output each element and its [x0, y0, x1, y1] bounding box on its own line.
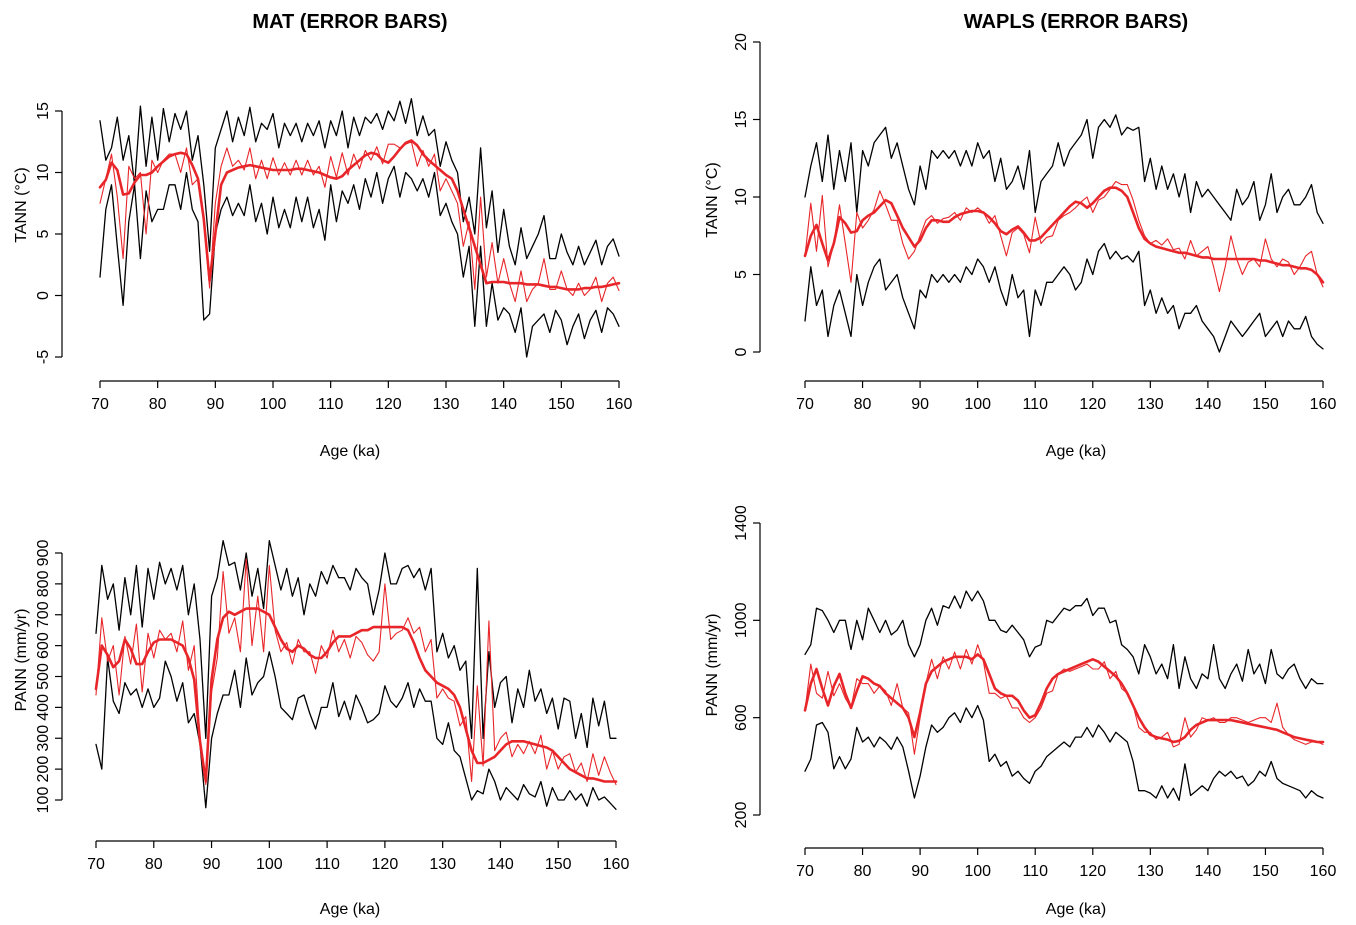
series-line-reconstruction: [99, 141, 620, 303]
y-tick-label: 500: [35, 663, 52, 690]
x-tick-label: 90: [911, 396, 929, 413]
y-tick-label: 5: [733, 270, 750, 279]
y-tick-label: 20: [733, 33, 750, 51]
series-line-lower: [804, 704, 1324, 802]
series-line-lower: [99, 165, 620, 358]
y-tick-label: 0: [733, 347, 750, 356]
series-line-smooth: [98, 139, 621, 291]
series-line-lower: [804, 242, 1324, 353]
y-tick-label: 0: [35, 291, 52, 300]
panel-title: MAT (ERROR BARS): [252, 11, 447, 33]
x-tick-label: 150: [545, 856, 572, 873]
x-tick-label: 100: [260, 396, 287, 413]
x-tick-label: 150: [1252, 396, 1279, 413]
y-tick-label: 800: [35, 570, 52, 597]
series-line-reconstruction: [95, 558, 617, 786]
x-tick-label: 90: [911, 863, 929, 880]
x-tick-label: 150: [548, 396, 575, 413]
series-line-upper: [99, 98, 620, 266]
y-tick-label: 300: [35, 725, 52, 752]
x-tick-label: 120: [375, 396, 402, 413]
x-tick-label: 70: [91, 396, 109, 413]
series-line-upper: [804, 114, 1324, 224]
y-tick-label: 1400: [733, 505, 750, 541]
y-axis-label: PANN (mm/yr): [704, 614, 721, 717]
series-line-smooth: [94, 607, 618, 783]
y-tick-label: 200: [35, 756, 52, 783]
x-tick-label: 70: [87, 856, 105, 873]
y-tick-label: 100: [35, 787, 52, 814]
x-axis-label: Age (ka): [320, 443, 380, 460]
y-tick-label: 600: [733, 704, 750, 731]
x-tick-label: 90: [203, 856, 221, 873]
y-tick-label: 700: [35, 601, 52, 628]
x-tick-label: 130: [1137, 396, 1164, 413]
y-tick-label: 900: [35, 540, 52, 567]
x-tick-label: 160: [606, 396, 633, 413]
series-line-smooth: [803, 186, 1325, 284]
x-tick-label: 110: [314, 856, 340, 873]
x-tick-label: 130: [429, 856, 456, 873]
x-tick-label: 140: [1195, 396, 1222, 413]
x-tick-label: 80: [149, 396, 167, 413]
panel-wapls-tann: WAPLS (ERROR BARS) Age (ka) TANN (°C) 70…: [704, 11, 1336, 460]
series-line-upper: [804, 590, 1324, 690]
x-tick-label: 80: [854, 863, 872, 880]
y-axis-label: PANN (mm/yr): [13, 609, 30, 712]
y-tick-label: 15: [35, 102, 52, 120]
x-tick-label: 100: [964, 863, 991, 880]
y-tick-label: 200: [733, 802, 750, 829]
x-tick-label: 140: [490, 396, 517, 413]
panel-mat-pann: Age (ka) PANN (mm/yr) 70 80 90 100 110 120 130…: [13, 540, 629, 918]
y-tick-label: 15: [733, 111, 750, 129]
x-tick-label: 130: [1137, 863, 1164, 880]
x-tick-label: 80: [854, 396, 872, 413]
x-tick-label: 160: [603, 856, 630, 873]
series-line-smooth: [803, 653, 1325, 744]
x-tick-label: 120: [1079, 863, 1106, 880]
y-tick-label: 5: [35, 229, 52, 238]
series-line-reconstruction: [804, 644, 1324, 755]
series-line-upper: [95, 539, 617, 749]
x-tick-label: 130: [433, 396, 460, 413]
x-tick-label: 110: [1022, 396, 1048, 413]
x-tick-label: 70: [796, 396, 814, 413]
y-tick-label: 1000: [733, 602, 750, 638]
x-tick-label: 100: [256, 856, 283, 873]
y-axis-label: TANN (°C): [13, 167, 30, 242]
series-line-lower: [95, 651, 617, 810]
y-tick-label: 10: [35, 164, 52, 182]
y-tick-label: -5: [35, 350, 52, 364]
x-tick-label: 160: [1310, 863, 1337, 880]
x-tick-label: 110: [318, 396, 344, 413]
x-tick-label: 70: [796, 863, 814, 880]
y-tick-label: 10: [733, 188, 750, 206]
panel-wapls-pann: Age (ka) PANN (mm/yr) 70 80 90 100 110 120 130…: [704, 505, 1336, 918]
x-tick-label: 120: [372, 856, 399, 873]
x-tick-label: 140: [487, 856, 514, 873]
x-axis-label: Age (ka): [1046, 443, 1106, 460]
y-axis-label: TANN (°C): [704, 162, 721, 237]
x-tick-label: 160: [1310, 396, 1337, 413]
x-tick-label: 140: [1195, 863, 1222, 880]
x-tick-label: 120: [1079, 396, 1106, 413]
x-tick-label: 80: [145, 856, 163, 873]
x-axis-label: Age (ka): [1046, 901, 1106, 918]
x-tick-label: 110: [1022, 863, 1048, 880]
x-axis-label: Age (ka): [320, 901, 380, 918]
x-tick-label: 150: [1252, 863, 1279, 880]
panel-mat-tann: MAT (ERROR BARS) Age (ka) TANN (°C) 70 80…: [13, 11, 632, 460]
x-tick-label: 90: [206, 396, 224, 413]
y-tick-label: 600: [35, 632, 52, 659]
x-tick-label: 100: [964, 396, 991, 413]
y-tick-label: 400: [35, 694, 52, 721]
panel-title: WAPLS (ERROR BARS): [964, 11, 1188, 33]
